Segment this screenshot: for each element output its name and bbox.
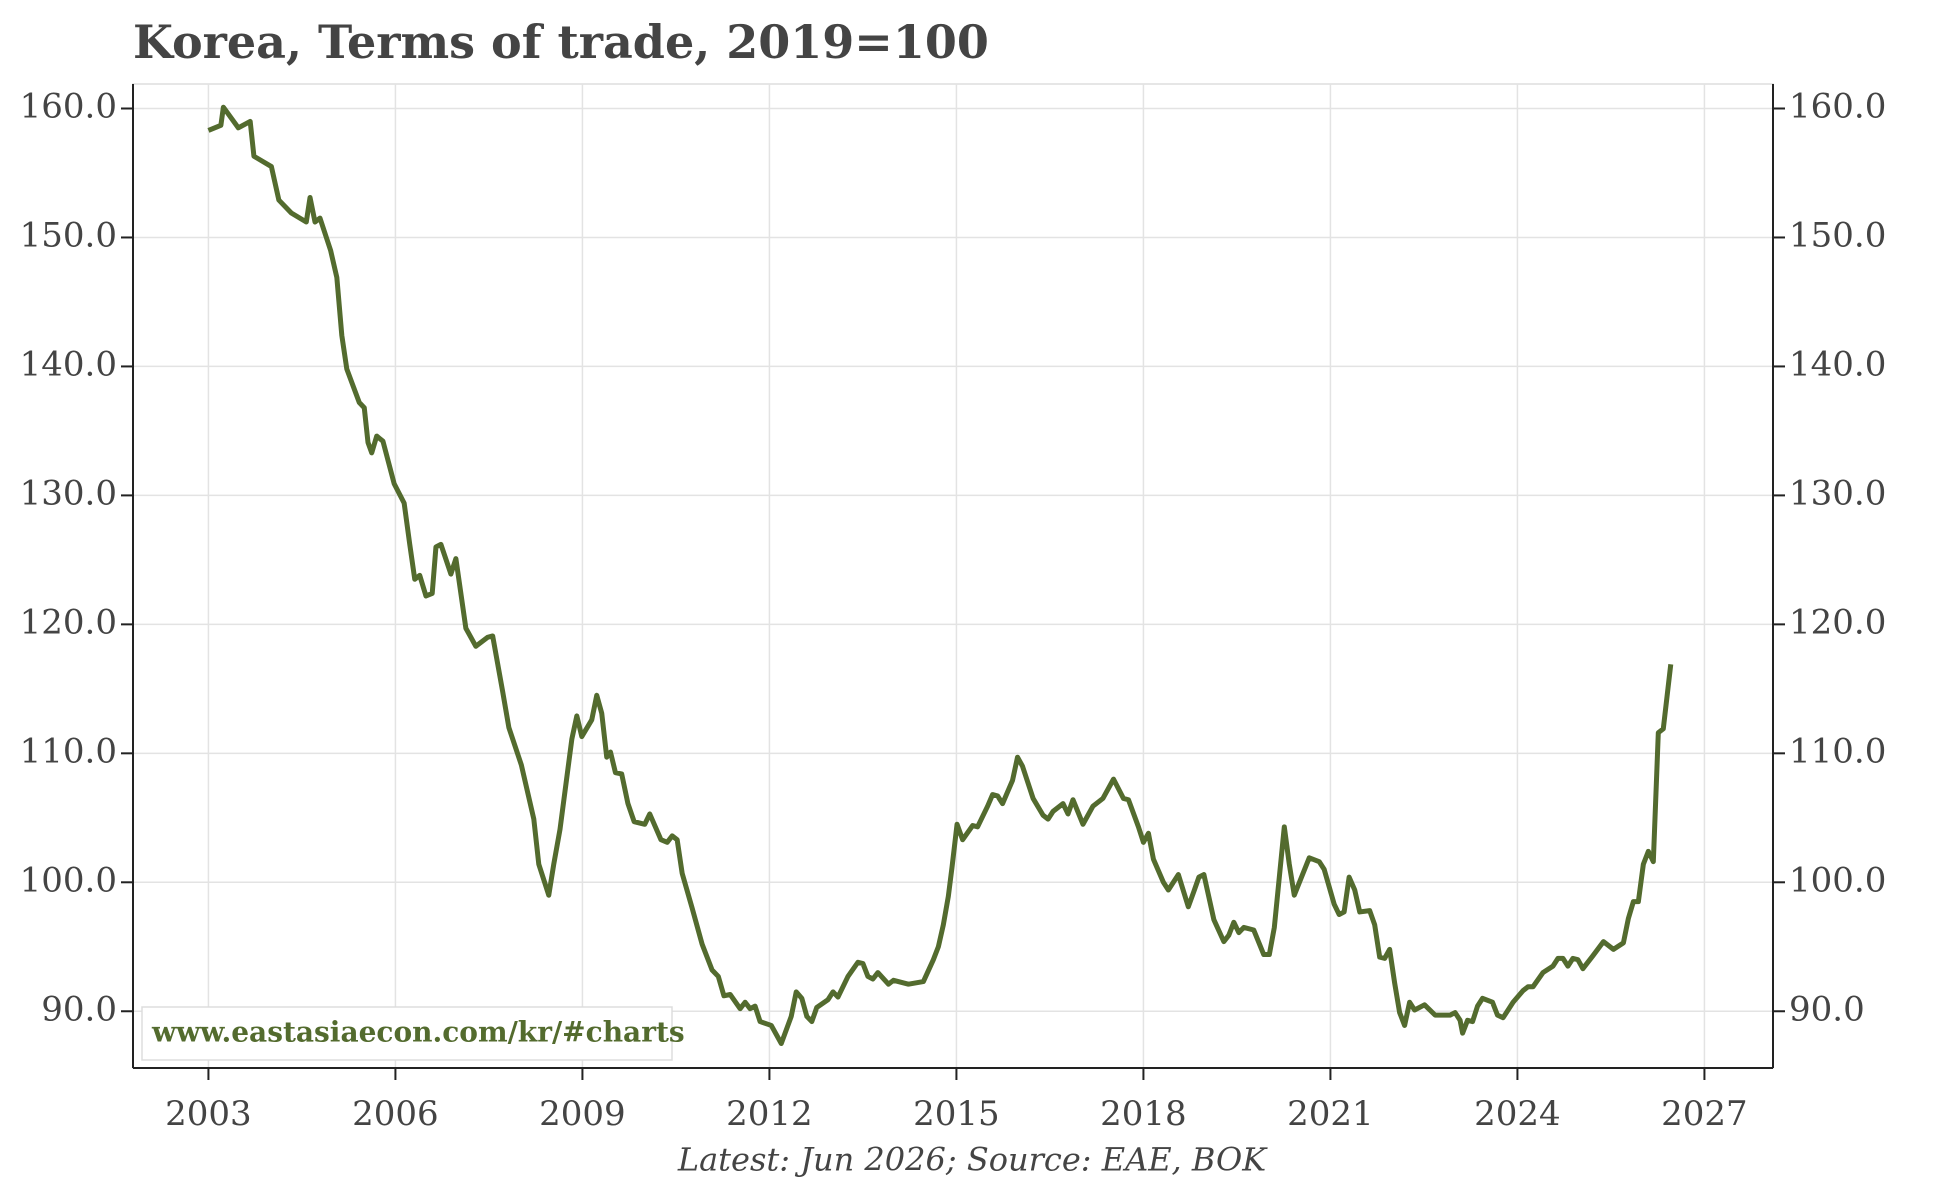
x-tick-label: 2027 (1661, 1094, 1748, 1134)
y-tick-label: 150.0 (20, 215, 117, 255)
x-tick-label: 2018 (1100, 1094, 1187, 1134)
y-tick-label: 130.0 (20, 473, 117, 513)
y-tick-label: 90.0 (41, 989, 117, 1029)
y2-tick-label: 160.0 (1789, 87, 1886, 127)
x-tick-label: 2024 (1474, 1094, 1561, 1134)
x-tick-label: 2009 (539, 1094, 626, 1134)
x-tick-label: 2006 (352, 1094, 439, 1134)
plot-area: www.eastasiaecon.com/kr/#charts (141, 104, 1674, 1061)
y-tick-label: 140.0 (20, 344, 117, 384)
x-tick-label: 2015 (913, 1094, 1000, 1134)
y2-tick-label: 110.0 (1789, 731, 1886, 771)
x-tick-label: 2003 (165, 1094, 252, 1134)
x-tick-label: 2012 (726, 1094, 813, 1134)
series-line (207, 104, 1674, 1046)
y2-tick-label: 130.0 (1789, 473, 1886, 513)
y2-tick-label: 150.0 (1789, 215, 1886, 255)
y-tick-label: 100.0 (20, 860, 117, 900)
y-tick-label: 120.0 (20, 602, 117, 642)
axes: 2003 2006 2009 2012 2015 2018 2021 2024 2027 90.0… (20, 84, 1886, 1134)
y2-tick-label: 140.0 (1789, 344, 1886, 384)
y2-tick-label: 100.0 (1789, 860, 1886, 900)
y2-tick-label: 120.0 (1789, 602, 1886, 642)
watermark: www.eastasiaecon.com/kr/#charts (151, 1016, 685, 1049)
plot-frame (132, 83, 1774, 1069)
y2-tick-label: 90.0 (1789, 989, 1865, 1029)
chart-title: Korea, Terms of trade, 2019=100 (133, 15, 989, 69)
y-tick-label: 110.0 (20, 731, 117, 771)
watermark-box (141, 1006, 673, 1061)
source-note: Latest: Jun 2026; Source: EAE, BOK (677, 1141, 1268, 1178)
y-tick-label: 160.0 (20, 87, 117, 127)
grid (132, 83, 1774, 1069)
x-tick-label: 2021 (1287, 1094, 1374, 1134)
